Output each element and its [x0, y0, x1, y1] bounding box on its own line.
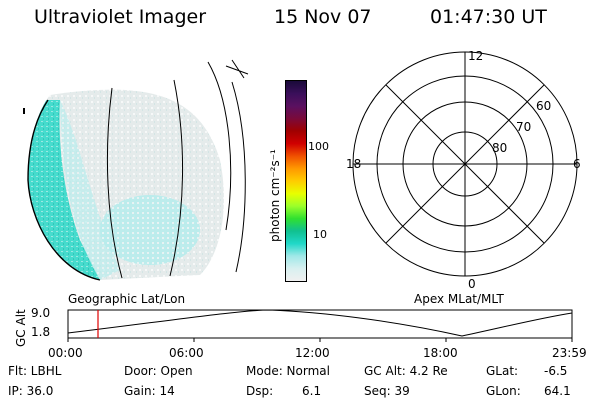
timeline-left-title: Geographic Lat/Lon: [68, 292, 186, 306]
mlt-line-diagonal: [385, 84, 545, 244]
timeline-x-tick-1200: 12:00: [295, 346, 330, 360]
glon-value: 64.1: [544, 384, 571, 398]
sequence-status: Seq: 39: [364, 384, 410, 398]
timeline-y-tick-max: 9.0: [31, 306, 51, 320]
timeline-x-ticks: [67, 338, 573, 342]
gain-status: Gain: 14: [124, 384, 175, 398]
mode-status: Mode: Normal: [246, 364, 330, 378]
timeline-right-title: Apex MLat/MLT: [414, 292, 504, 306]
timeline-x-tick-2359: 23:59: [552, 346, 587, 360]
glon-label: GLon:: [486, 384, 521, 398]
colorbar-unit-label: photon cm⁻²s⁻¹: [268, 149, 282, 242]
aurora-emission-map: [28, 89, 224, 281]
time-label: 01:47:30 UT: [430, 6, 547, 28]
frame-tick: [23, 108, 25, 114]
mlt-label-right: 6: [573, 157, 581, 171]
dsp-label: Dsp:: [246, 384, 274, 398]
timeline-y-tick-min: 1.8: [31, 325, 51, 339]
filter-status: Flt: LBHL: [8, 364, 62, 378]
timeline-y-axis-title: GC Alt: [14, 309, 28, 347]
mlt-label-top: 12: [468, 49, 483, 63]
glat-label: GLat:: [486, 364, 519, 378]
earth-limb-outline: [27, 99, 101, 281]
limb-marker: [225, 59, 249, 79]
colorbar-tick-100: 100: [308, 140, 329, 153]
instrument-title: Ultraviolet Imager: [34, 6, 207, 28]
colorbar: [285, 80, 307, 282]
meridian-line: [231, 81, 246, 273]
lat-label-80: 80: [492, 141, 507, 155]
timeline-x-tick-1800: 18:00: [423, 346, 458, 360]
meridian-line: [169, 79, 184, 277]
uv-image-panel: [23, 59, 249, 281]
meridian-line: [106, 87, 123, 279]
gc-alt-curve: [67, 309, 573, 337]
dsp-value: 6.1: [302, 384, 322, 398]
gc-alt-status: GC Alt: 4.2 Re: [364, 364, 448, 378]
door-status: Door: Open: [124, 364, 193, 378]
colorbar-tick-10: 10: [313, 228, 327, 241]
meridian-line: [207, 61, 232, 231]
polar-grid-panel: 12 18 6 0 60 70 80: [346, 49, 581, 291]
lat-label-60: 60: [536, 99, 551, 113]
mlt-label-left: 18: [346, 157, 361, 171]
timeline-x-tick-0000: 00:00: [48, 346, 83, 360]
glat-value: -6.5: [544, 364, 568, 378]
ip-status: IP: 36.0: [8, 384, 54, 398]
mlt-label-bottom: 0: [468, 277, 476, 291]
timeline-plot: [67, 309, 573, 342]
lat-label-70: 70: [516, 120, 531, 134]
date-label: 15 Nov 07: [274, 6, 372, 28]
timeline-x-tick-0600: 06:00: [169, 346, 204, 360]
